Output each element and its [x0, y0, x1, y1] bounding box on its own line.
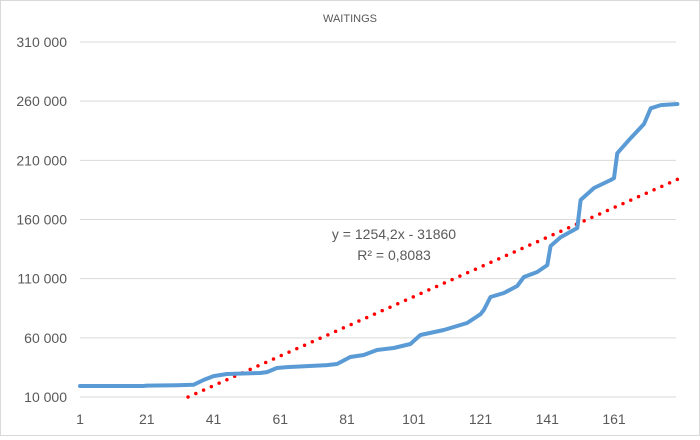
x-tick-label: 81	[339, 411, 355, 427]
y-tick-label: 160 000	[16, 212, 67, 228]
chart-title: WAITINGS	[323, 13, 377, 25]
x-tick-label: 21	[139, 411, 155, 427]
x-tick-label: 161	[602, 411, 626, 427]
y-tick-label: 210 000	[16, 152, 67, 168]
x-tick-label: 121	[469, 411, 493, 427]
trendline-r-squared: R² = 0,8083	[357, 247, 431, 263]
y-tick-label: 10 000	[24, 389, 67, 405]
x-tick-label: 101	[402, 411, 426, 427]
trendline-equation: y = 1254,2x - 31860	[332, 226, 456, 242]
x-tick-label: 141	[536, 411, 560, 427]
x-tick-label: 61	[272, 411, 288, 427]
y-tick-label: 310 000	[16, 34, 67, 50]
trendline	[188, 179, 677, 397]
y-tick-label: 60 000	[24, 330, 67, 346]
y-tick-label: 260 000	[16, 93, 67, 109]
x-tick-label: 1	[76, 411, 84, 427]
series-line-waitings	[80, 104, 677, 386]
y-tick-label: 110 000	[17, 271, 67, 287]
x-tick-label: 41	[206, 411, 222, 427]
